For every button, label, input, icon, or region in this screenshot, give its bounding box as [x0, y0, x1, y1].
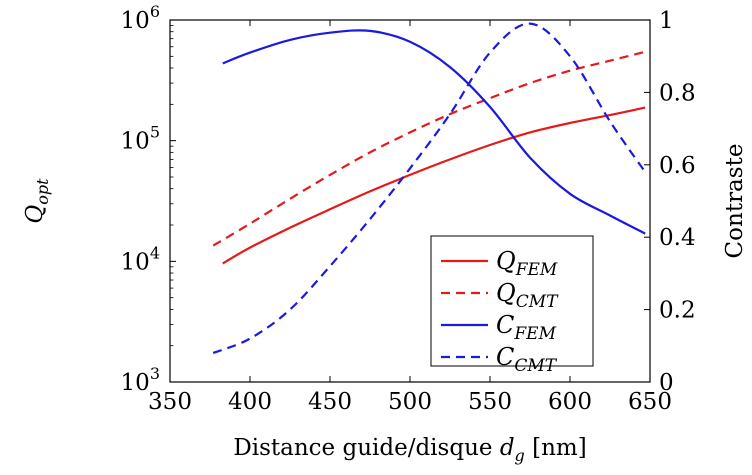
- y-right-tick-label: 0: [659, 370, 674, 396]
- y-right-tick-label: 1: [659, 8, 674, 34]
- y-left-tick-label: 106: [121, 2, 160, 34]
- legend-label-q-cmt: QCMT: [496, 279, 559, 312]
- legend-label-q-fem: QFEM: [496, 247, 558, 280]
- x-tick-label: 550: [468, 389, 512, 415]
- x-tick-label: 600: [548, 389, 592, 415]
- svg-text:Qopt: Qopt: [22, 178, 52, 224]
- y-left-tick-label: 103: [121, 364, 160, 396]
- series-line-q-cmt: [212, 50, 646, 247]
- y-left-axis-label: Qopt: [22, 178, 52, 224]
- y-right-tick-label: 0.6: [659, 153, 696, 179]
- y-left-tick-label: 104: [121, 243, 160, 275]
- x-tick-label: 450: [308, 389, 352, 415]
- legend-label-c-cmt: CCMT: [496, 343, 558, 376]
- x-tick-label: 650: [628, 389, 672, 415]
- y-right-tick-label: 0.4: [659, 225, 696, 251]
- y-right-axis-label: Contraste: [722, 144, 748, 259]
- legend-label-c-fem: CFEM: [496, 311, 557, 344]
- series-line-c-fem: [222, 29, 646, 235]
- series-line-q-fem: [222, 106, 646, 265]
- series-line-c-cmt: [212, 22, 647, 355]
- y-right-tick-label: 0.2: [659, 298, 696, 324]
- x-tick-label: 400: [228, 389, 272, 415]
- x-tick-label: 500: [388, 389, 432, 415]
- y-left-tick-label: 105: [121, 123, 160, 155]
- x-tick-label: 350: [148, 389, 192, 415]
- y-right-tick-label: 0.8: [659, 80, 696, 106]
- legend-box: [430, 235, 594, 367]
- x-axis-label: Distance guide/disque dg [nm]: [233, 435, 586, 465]
